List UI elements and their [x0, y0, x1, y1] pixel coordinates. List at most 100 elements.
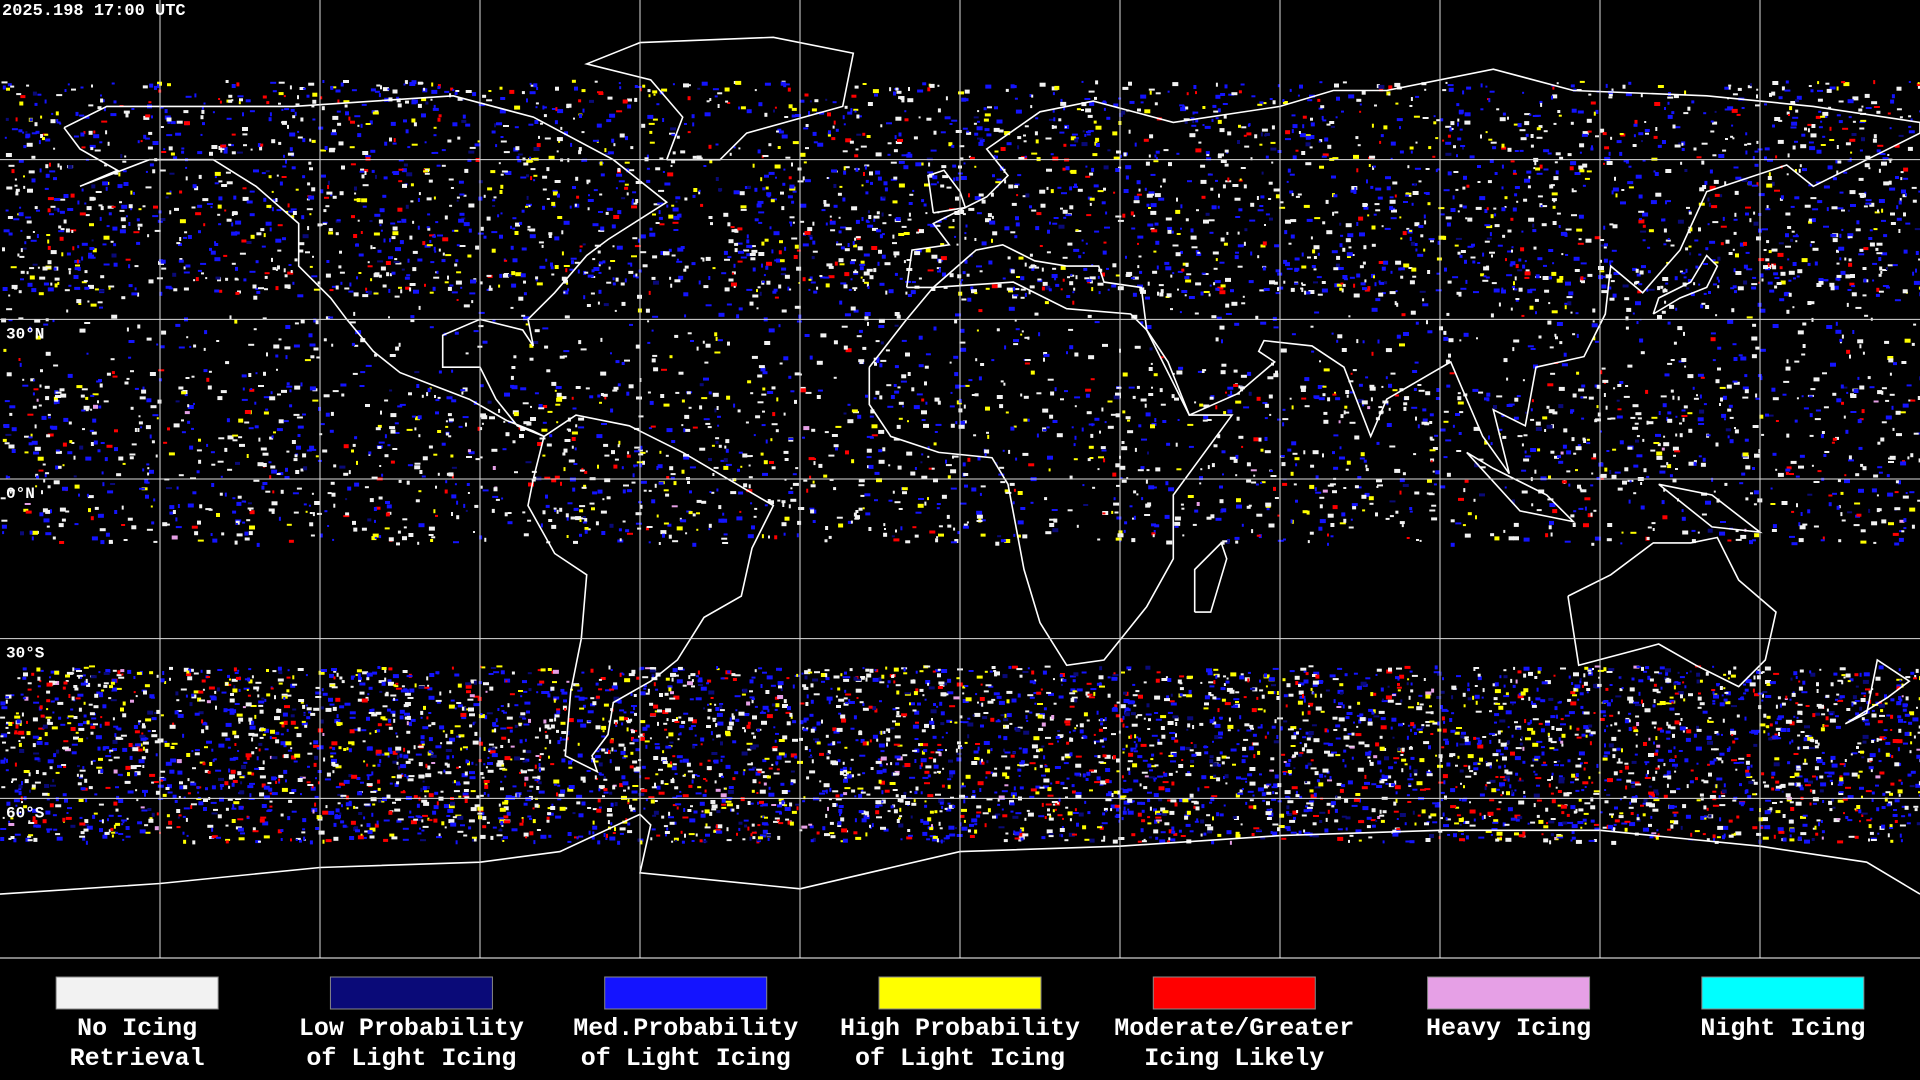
icing-pixel: [840, 714, 846, 719]
icing-pixel: [1345, 744, 1349, 747]
icing-pixel: [1052, 803, 1056, 806]
icing-pixel: [1650, 815, 1653, 819]
icing-pixel: [1581, 733, 1586, 737]
icing-pixel: [457, 683, 462, 688]
icing-pixel: [741, 751, 748, 756]
icing-pixel: [1425, 721, 1431, 723]
icing-pixel: [1635, 795, 1638, 799]
icing-pixel: [285, 779, 287, 783]
icing-pixel: [139, 829, 146, 834]
icing-pixel: [198, 801, 204, 806]
icing-pixel: [622, 673, 625, 676]
icing-pixel: [18, 788, 22, 791]
icing-pixel: [260, 728, 266, 732]
icing-pixel: [388, 810, 393, 815]
icing-pixel: [1351, 756, 1354, 760]
icing-pixel: [892, 708, 897, 711]
icing-pixel: [1756, 670, 1761, 674]
icing-pixel: [97, 746, 101, 751]
icing-pixel: [641, 765, 646, 769]
icing-pixel: [1235, 834, 1241, 839]
icing-pixel: [453, 790, 460, 793]
icing-pixel: [1659, 666, 1665, 670]
icing-pixel: [1484, 786, 1487, 791]
icing-pixel: [874, 669, 877, 672]
icing-pixel: [1528, 671, 1533, 676]
icing-pixel: [757, 836, 763, 840]
icing-pixel: [1381, 779, 1388, 781]
icing-pixel: [892, 789, 898, 791]
icing-pixel: [1536, 784, 1540, 787]
icing-pixel: [1019, 786, 1024, 790]
icing-pixel: [1279, 813, 1285, 818]
icing-pixel: [1332, 716, 1338, 720]
icing-pixel: [1084, 838, 1090, 841]
icing-pixel: [1861, 717, 1865, 721]
icing-pixel: [915, 670, 918, 674]
icing-pixel: [1493, 697, 1498, 701]
icing-pixel: [631, 730, 635, 734]
icing-pixel: [49, 676, 51, 679]
icing-pixel: [808, 823, 813, 826]
icing-pixel: [726, 803, 733, 807]
icing-pixel: [1381, 774, 1385, 779]
icing-pixel: [1033, 736, 1040, 741]
icing-pixel: [1838, 780, 1844, 785]
icing-pixel: [61, 764, 67, 766]
icing-pixel: [1716, 733, 1720, 736]
icing-pixel: [1864, 721, 1870, 723]
icing-pixel: [994, 791, 998, 794]
icing-pixel: [1103, 727, 1107, 729]
icing-pixel: [17, 677, 21, 680]
icing-pixel: [331, 686, 338, 689]
icing-pixel: [503, 836, 508, 840]
icing-pixel: [1574, 684, 1581, 689]
icing-pixel: [1577, 698, 1580, 701]
icing-pixel: [345, 795, 349, 800]
icing-pixel: [1793, 753, 1799, 755]
icing-pixel: [167, 784, 172, 789]
icing-pixel: [518, 757, 525, 760]
icing-pixel: [1653, 726, 1656, 729]
icing-pixel: [431, 762, 436, 764]
icing-pixel: [410, 718, 416, 722]
icing-pixel: [1767, 732, 1770, 736]
icing-pixel: [251, 675, 254, 679]
icing-pixel: [1216, 812, 1220, 817]
icing-pixel: [1543, 825, 1549, 829]
icing-pixel: [609, 688, 614, 691]
icing-pixel: [335, 808, 340, 813]
icing-pixel: [492, 826, 497, 829]
icing-pixel: [368, 686, 373, 690]
icing-pixel: [587, 710, 594, 714]
icing-pixel: [1101, 839, 1106, 842]
icing-pixel: [189, 702, 193, 707]
icing-pixel: [1544, 680, 1551, 685]
icing-pixel: [1089, 769, 1094, 772]
icing-pixel: [366, 783, 373, 787]
icing-pixel: [1170, 693, 1173, 697]
icing-pixel: [332, 770, 335, 774]
icing-pixel: [617, 840, 621, 845]
icing-pixel: [1781, 790, 1784, 793]
icing-pixel: [782, 704, 788, 708]
icing-pixel: [1812, 789, 1816, 794]
icing-pixel: [981, 702, 984, 707]
icing-pixel: [1062, 678, 1067, 682]
icing-pixel: [428, 712, 432, 714]
icing-pixel: [264, 728, 270, 733]
icing-pixel: [1775, 810, 1781, 814]
icing-pixel: [1013, 751, 1015, 754]
icing-pixel: [523, 690, 528, 693]
icing-pixel: [1525, 737, 1531, 741]
icing-pixel: [381, 667, 387, 670]
icing-pixel: [31, 787, 36, 790]
icing-pixel: [27, 688, 32, 691]
icing-pixel: [977, 757, 980, 761]
icing-pixel: [1460, 735, 1465, 739]
icing-pixel: [895, 707, 900, 710]
icing-pixel: [881, 790, 884, 795]
icing-pixel: [1059, 833, 1062, 837]
icing-pixel: [464, 771, 468, 776]
icing-pixel: [496, 834, 503, 837]
